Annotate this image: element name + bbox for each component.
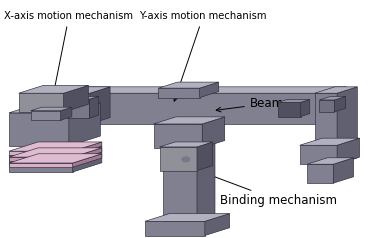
Polygon shape [90,87,110,124]
Polygon shape [145,213,230,221]
Polygon shape [9,142,102,151]
Polygon shape [73,146,102,172]
Polygon shape [300,145,337,164]
Polygon shape [9,148,102,157]
Polygon shape [158,88,200,98]
Polygon shape [19,85,88,93]
Polygon shape [315,93,337,164]
Polygon shape [61,107,72,120]
Polygon shape [69,103,100,146]
Polygon shape [159,147,197,171]
Polygon shape [9,155,73,172]
Polygon shape [163,123,197,234]
Polygon shape [31,107,72,111]
Polygon shape [73,154,102,167]
Polygon shape [31,111,61,120]
Polygon shape [337,138,359,164]
Polygon shape [9,163,73,167]
Polygon shape [153,124,202,148]
Polygon shape [307,164,334,183]
Polygon shape [337,87,357,164]
Polygon shape [60,93,326,124]
Polygon shape [9,154,102,163]
Polygon shape [9,151,73,155]
Polygon shape [278,102,301,117]
Text: Y-axis motion mechanism: Y-axis motion mechanism [139,11,267,101]
Polygon shape [315,87,357,93]
Polygon shape [320,96,346,100]
Polygon shape [163,118,215,123]
Polygon shape [205,213,230,236]
Polygon shape [9,103,100,113]
Polygon shape [153,117,225,124]
Circle shape [182,157,190,162]
Polygon shape [73,148,102,161]
Text: X-axis motion mechanism: X-axis motion mechanism [5,11,133,92]
Polygon shape [300,138,359,145]
Polygon shape [334,158,353,183]
Polygon shape [159,142,213,147]
Polygon shape [197,118,215,234]
Polygon shape [89,96,99,118]
Text: Binding mechanism: Binding mechanism [194,168,337,207]
Polygon shape [158,82,219,88]
Polygon shape [9,157,73,161]
Polygon shape [278,99,310,102]
Polygon shape [60,87,346,93]
Polygon shape [200,82,219,98]
Polygon shape [307,158,353,164]
Polygon shape [64,85,88,112]
Polygon shape [197,142,213,171]
Polygon shape [67,96,99,99]
Polygon shape [335,96,346,112]
Polygon shape [60,93,90,124]
Polygon shape [9,146,102,155]
Polygon shape [320,100,335,112]
Polygon shape [202,117,225,148]
Polygon shape [67,99,89,118]
Polygon shape [326,87,346,124]
Polygon shape [9,113,69,146]
Polygon shape [73,142,102,155]
Polygon shape [145,221,205,236]
Text: Beam: Beam [216,97,284,112]
Polygon shape [301,99,310,117]
Polygon shape [60,87,110,93]
Polygon shape [19,93,64,112]
